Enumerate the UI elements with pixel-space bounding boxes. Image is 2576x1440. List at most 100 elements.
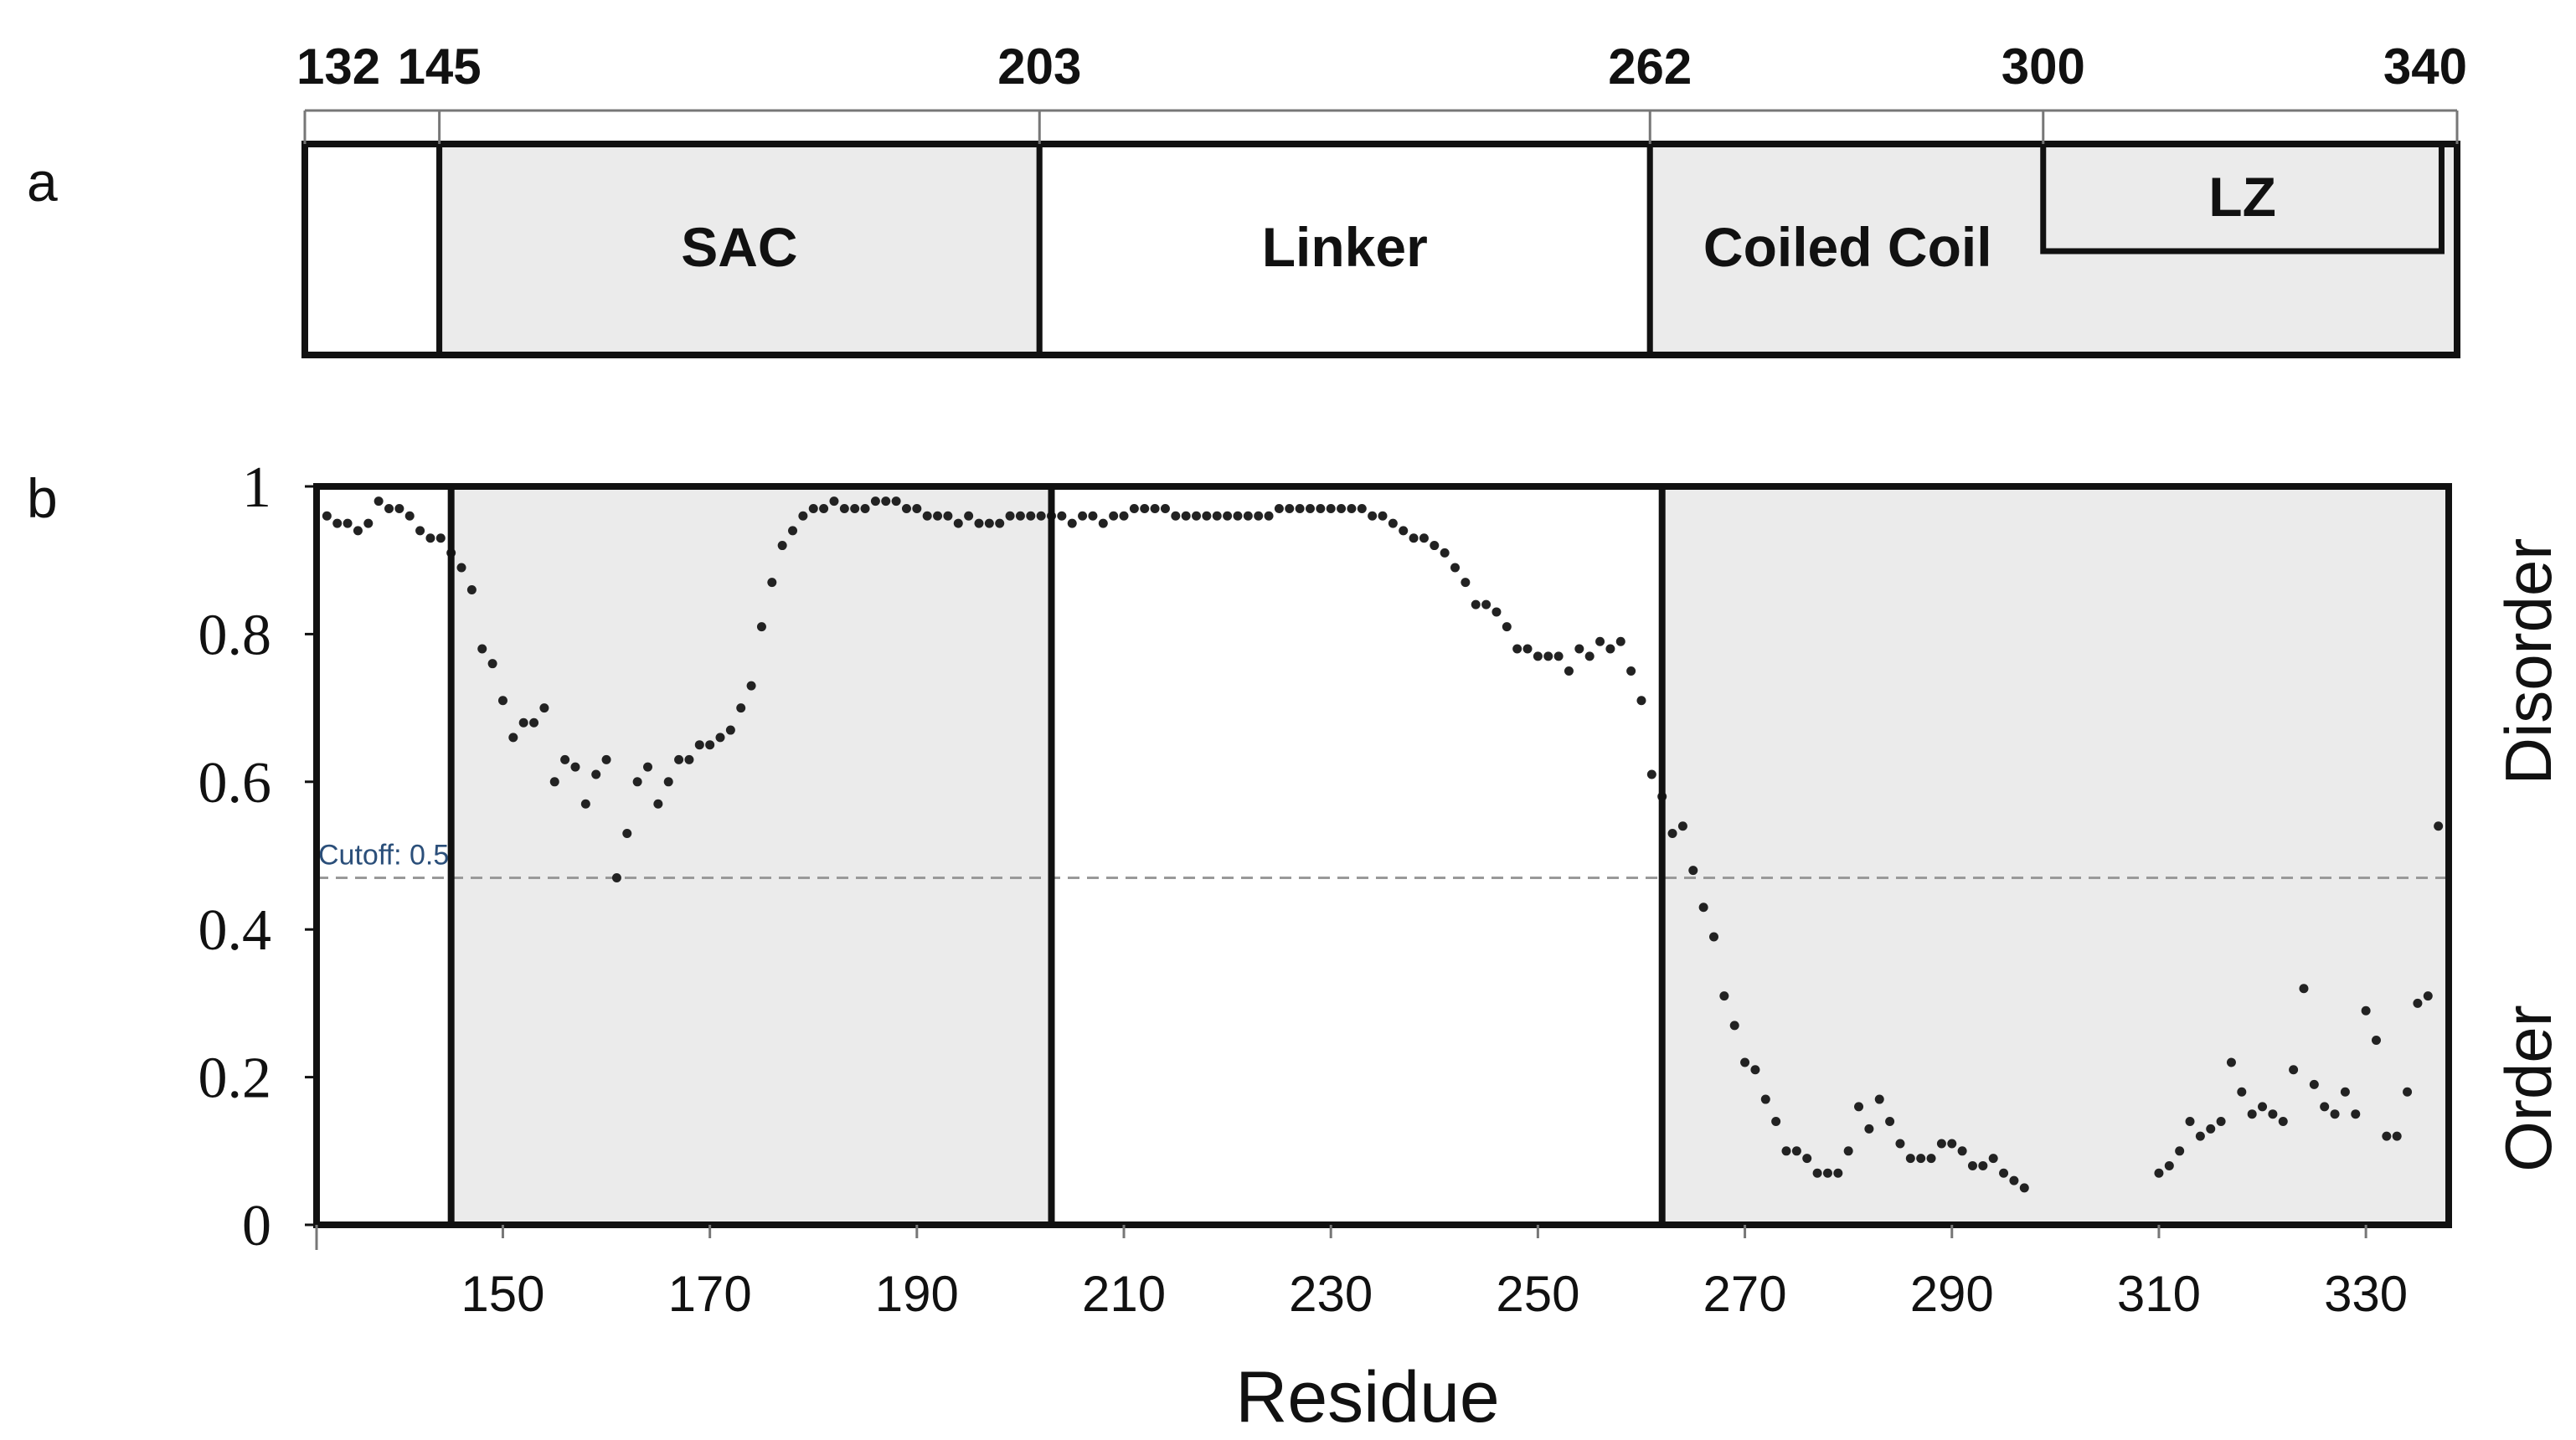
data-point xyxy=(943,511,953,521)
data-point xyxy=(922,511,932,521)
data-point xyxy=(777,541,787,551)
data-point xyxy=(1243,511,1253,521)
data-point xyxy=(570,762,580,772)
data-point xyxy=(1677,821,1687,831)
data-point xyxy=(850,503,860,513)
shaded-region xyxy=(451,486,1052,1225)
data-point xyxy=(549,777,559,787)
data-point xyxy=(1316,503,1326,513)
data-point xyxy=(767,578,777,588)
data-point xyxy=(632,777,642,787)
x-tick-label: 170 xyxy=(668,1266,752,1322)
domain-tick-label: 145 xyxy=(398,39,482,95)
data-point xyxy=(1233,511,1243,521)
domain-tick-label: 340 xyxy=(2383,39,2467,95)
data-point xyxy=(1957,1146,1967,1156)
data-point xyxy=(725,725,735,735)
data-point xyxy=(788,526,798,536)
data-point xyxy=(1874,1094,1884,1104)
data-point xyxy=(1254,511,1264,521)
data-point xyxy=(2434,821,2444,831)
y-tick-label: 0.6 xyxy=(198,751,272,815)
data-point xyxy=(456,563,466,573)
data-point xyxy=(1760,1094,1770,1104)
data-point xyxy=(2154,1168,2164,1178)
data-point xyxy=(2361,1005,2371,1016)
data-point xyxy=(1615,636,1625,646)
data-point xyxy=(1729,1021,1739,1031)
data-point xyxy=(1791,1146,1801,1156)
data-point xyxy=(1264,511,1274,521)
domain-tick-label: 262 xyxy=(1608,39,1692,95)
data-point xyxy=(1005,511,1015,521)
data-point xyxy=(611,872,621,882)
data-point xyxy=(2340,1087,2350,1097)
y-label-order: Order xyxy=(2491,1005,2565,1171)
data-point xyxy=(642,762,652,772)
data-point xyxy=(477,644,487,654)
data-point xyxy=(1274,503,1284,513)
data-point xyxy=(1750,1065,1760,1075)
panel-label-a: a xyxy=(27,151,58,213)
data-point xyxy=(1430,541,1440,551)
data-point xyxy=(1916,1154,1926,1164)
data-point xyxy=(1450,563,1461,573)
data-point xyxy=(1347,503,1357,513)
y-tick-label: 0.2 xyxy=(198,1047,272,1111)
data-point xyxy=(622,829,632,839)
data-point xyxy=(1171,511,1181,521)
data-point xyxy=(1378,511,1388,521)
data-point xyxy=(995,518,1005,528)
data-point xyxy=(518,717,528,728)
data-point xyxy=(1967,1160,1977,1170)
y-label-disorder: Disorder xyxy=(2491,538,2565,785)
data-point xyxy=(1295,503,1305,513)
data-point xyxy=(1802,1154,1812,1164)
data-point xyxy=(2226,1057,2236,1067)
shaded-region xyxy=(1662,486,2449,1225)
data-point xyxy=(1419,533,1429,543)
data-point xyxy=(1150,503,1160,513)
data-point xyxy=(466,584,477,594)
data-point xyxy=(860,503,870,513)
data-point xyxy=(891,496,901,507)
data-point xyxy=(2392,1131,2402,1141)
x-tick-label: 290 xyxy=(1910,1266,1994,1322)
data-point xyxy=(1947,1139,1957,1149)
data-point xyxy=(529,717,539,728)
data-point xyxy=(2403,1087,2413,1097)
data-point xyxy=(539,703,549,713)
x-tick-label: 310 xyxy=(2117,1266,2201,1322)
data-point xyxy=(2164,1160,2174,1170)
data-point xyxy=(1212,511,1222,521)
data-point xyxy=(1895,1139,1905,1149)
data-point xyxy=(1553,651,1564,661)
data-point xyxy=(2185,1117,2195,1127)
data-point xyxy=(1088,511,1098,521)
data-point xyxy=(870,496,880,507)
x-tick-label: 210 xyxy=(1082,1266,1166,1322)
data-point xyxy=(1833,1168,1843,1178)
data-point xyxy=(2423,991,2433,1001)
data-point xyxy=(1202,511,1212,521)
data-point xyxy=(322,511,332,521)
x-tick-label: 230 xyxy=(1289,1266,1373,1322)
data-point xyxy=(1223,511,1233,521)
data-point xyxy=(601,754,611,764)
data-point xyxy=(1036,511,1046,521)
x-tick-label: 250 xyxy=(1496,1266,1579,1322)
data-point xyxy=(1461,578,1471,588)
data-point xyxy=(415,526,425,536)
data-point xyxy=(1885,1117,1895,1127)
data-point xyxy=(487,659,497,669)
data-point xyxy=(705,740,715,750)
data-point xyxy=(829,496,839,507)
data-point xyxy=(1564,666,1574,676)
data-point xyxy=(1109,511,1119,521)
data-point xyxy=(2330,1109,2340,1119)
data-point xyxy=(1843,1146,1853,1156)
data-point xyxy=(2268,1109,2278,1119)
data-point xyxy=(1388,518,1398,528)
data-point xyxy=(1492,607,1502,617)
data-point xyxy=(2371,1036,2381,1045)
